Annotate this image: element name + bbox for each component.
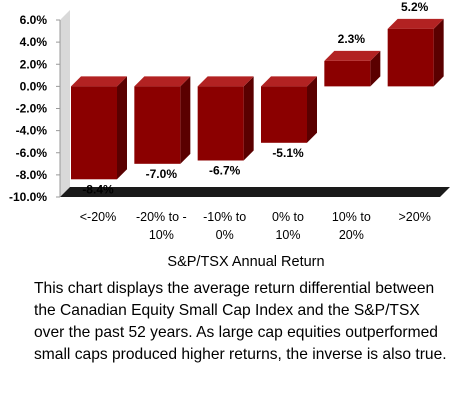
bar-top	[387, 18, 444, 29]
y-axis: 6.0% 4.0% 2.0% 0.0% -2.0% -4.0% -6.0% -8.0% -10.…	[9, 13, 61, 204]
return-differential-chart: 6.0% 4.0% 2.0% 0.0% -2.0% -4.0% -6.0% -8.0% -10.…	[9, 0, 450, 270]
y-tick-label: 6.0%	[20, 13, 48, 27]
bar-side	[243, 76, 254, 161]
x-tick-label: 0% to 10%	[272, 210, 304, 242]
x-axis: <-20% -20% to -10% -10% to 0% 0% to 10% 10% to…	[80, 210, 431, 242]
y-tick-label: -4.0%	[16, 124, 48, 138]
bar-side	[307, 76, 317, 143]
y-tick-label: -2.0%	[16, 102, 48, 116]
bar-value-label: -6.7%	[209, 163, 241, 177]
x-axis-title: S&P/TSX Annual Return	[167, 254, 324, 270]
bar-side	[370, 50, 381, 87]
bar-top	[324, 50, 381, 61]
x-tick-label: -10% to 0%	[203, 210, 246, 242]
y-tick-label: -6.0%	[16, 146, 48, 160]
bar-value-label: 2.3%	[338, 32, 366, 46]
bar	[387, 18, 444, 87]
x-tick-label: 10% to 20%	[332, 210, 371, 242]
bar-value-label: 5.2%	[401, 0, 429, 14]
y-tick-label: -10.0%	[9, 190, 47, 204]
x-tick-label: <-20%	[80, 210, 116, 224]
bar-front	[134, 86, 181, 164]
x-tick-label: >20%	[399, 210, 431, 224]
bar-front	[387, 28, 434, 87]
y-tick-label: 4.0%	[20, 35, 48, 49]
bar-top	[71, 76, 127, 87]
bar-top	[197, 76, 254, 87]
bar	[261, 76, 317, 143]
bar	[324, 50, 381, 87]
bar-top	[261, 76, 317, 87]
bar-value-label: -7.0%	[146, 167, 178, 181]
bar	[71, 76, 127, 180]
bar-top	[134, 76, 191, 87]
bars: -8.4% -7.0% -6.7% -5.1% 2.3% 5.2%	[71, 0, 444, 196]
chart-caption: This chart displays the average return d…	[34, 280, 447, 363]
bar-front	[324, 60, 371, 87]
bar-side	[433, 18, 444, 87]
side-wall	[60, 10, 70, 197]
bar-front	[261, 86, 307, 143]
bar-front	[71, 86, 117, 180]
x-tick-label: -20% to -10%	[136, 210, 187, 242]
bar-value-label: -8.4%	[82, 182, 114, 196]
y-tick-label: 0.0%	[20, 79, 48, 93]
bar-side	[117, 76, 127, 180]
bar	[197, 76, 254, 161]
y-tick-label: -8.0%	[16, 168, 48, 182]
bar-side	[180, 76, 191, 164]
bar-front	[197, 86, 244, 161]
bar-value-label: -5.1%	[272, 146, 304, 160]
floor	[60, 187, 450, 197]
y-tick-label: 2.0%	[20, 57, 48, 71]
bar	[134, 76, 191, 164]
